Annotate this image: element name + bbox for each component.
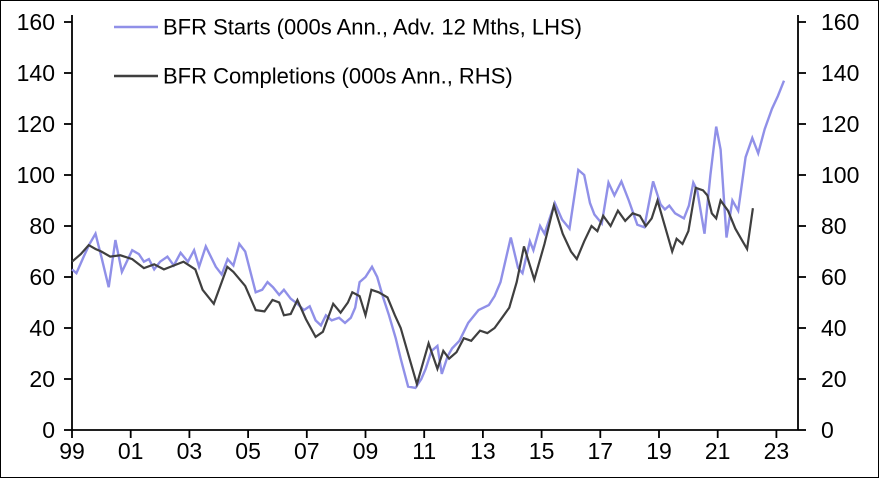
- left-axis-tick-label: 0: [42, 417, 55, 443]
- right-axis-tick-label: 120: [821, 111, 859, 137]
- x-axis-tick-label: 15: [529, 438, 555, 464]
- x-axis-tick-label: 09: [353, 438, 379, 464]
- x-axis-tick-label: 11: [412, 438, 436, 464]
- right-axis-tick-label: 20: [821, 366, 847, 392]
- right-axis-tick-label: 40: [821, 315, 847, 341]
- x-axis-tick-label: 21: [705, 438, 731, 464]
- x-axis-tick-label: 07: [294, 438, 320, 464]
- x-axis-tick-label: 99: [59, 438, 85, 464]
- x-axis-tick-label: 23: [764, 438, 790, 464]
- x-axis-tick-label: 17: [588, 438, 614, 464]
- axes: [71, 15, 799, 431]
- right-axis-tick-label: 160: [821, 9, 859, 35]
- right-axis-tick-label: 100: [821, 162, 859, 188]
- left-axis-tick-label: 60: [29, 264, 55, 290]
- left-axis-tick-label: 120: [17, 111, 55, 137]
- left-axis-tick-label: 140: [17, 60, 55, 86]
- right-axis-tick-label: 60: [821, 264, 847, 290]
- legend-label-completions: BFR Completions (000s Ann., RHS): [163, 64, 513, 89]
- right-axis-tick-label: 80: [821, 213, 847, 239]
- legend-label-starts: BFR Starts (000s Ann., Adv. 12 Mths, LHS…: [163, 15, 582, 40]
- x-axis-tick-label: 03: [177, 438, 203, 464]
- left-axis-tick-label: 20: [29, 366, 55, 392]
- axis-ticks: [64, 21, 806, 438]
- right-axis-tick-label: 0: [821, 417, 834, 443]
- axis-tick-labels: 0 0 20 20 40 40 60 60 80 80 100 100 120 120 140 140 160 1…: [17, 9, 860, 464]
- x-axis-tick-label: 01: [118, 438, 144, 464]
- starts-line: [71, 80, 786, 390]
- series-lines: [71, 80, 786, 390]
- legend: BFR Starts (000s Ann., Adv. 12 Mths, LHS…: [114, 15, 582, 89]
- left-axis-tick-label: 40: [29, 315, 55, 341]
- left-axis-tick-label: 100: [17, 162, 55, 188]
- completions-line: [71, 186, 754, 389]
- right-axis-tick-label: 140: [821, 60, 859, 86]
- x-axis-tick-label: 19: [646, 438, 672, 464]
- left-axis-tick-label: 160: [17, 9, 55, 35]
- left-axis-tick-label: 80: [29, 213, 55, 239]
- x-axis-tick-label: 13: [470, 438, 496, 464]
- x-axis-tick-label: 05: [235, 438, 261, 464]
